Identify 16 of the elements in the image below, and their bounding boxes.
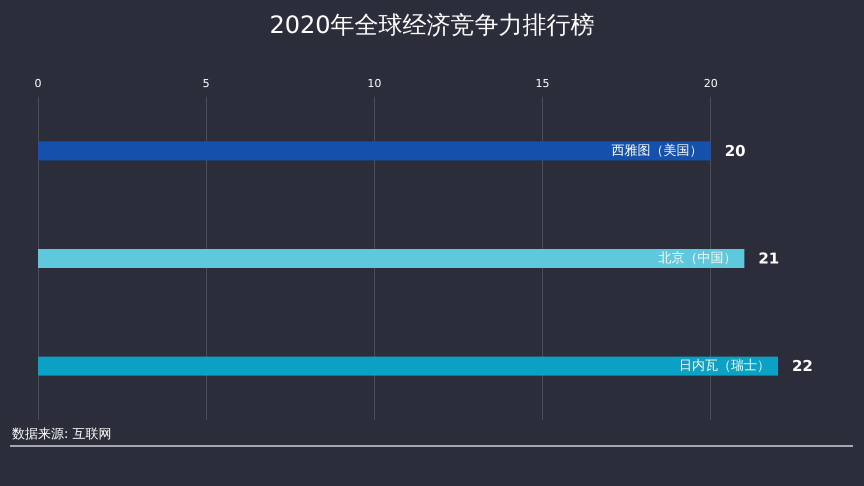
data-label: 21 [758,250,780,268]
source-note: 数据来源: 互联网 [12,427,112,442]
bar [38,141,711,160]
y-tick-label: 北京（中国） [658,251,736,266]
chart-title: 2020年全球经济竞争力排行榜 [269,11,595,39]
data-label: 22 [792,357,813,376]
y-tick-label: 西雅图（美国） [612,142,703,158]
x-tick-label: 15 [536,77,550,90]
x-tick-label: 0 [34,77,42,90]
bar [38,249,744,268]
y-tick-label: 日内瓦（瑞士） [679,358,770,374]
data-label: 20 [724,142,746,160]
bar [38,356,778,376]
x-tick-label: 5 [202,77,210,90]
x-tick-label: 20 [704,77,718,90]
x-tick-label: 10 [367,77,382,90]
